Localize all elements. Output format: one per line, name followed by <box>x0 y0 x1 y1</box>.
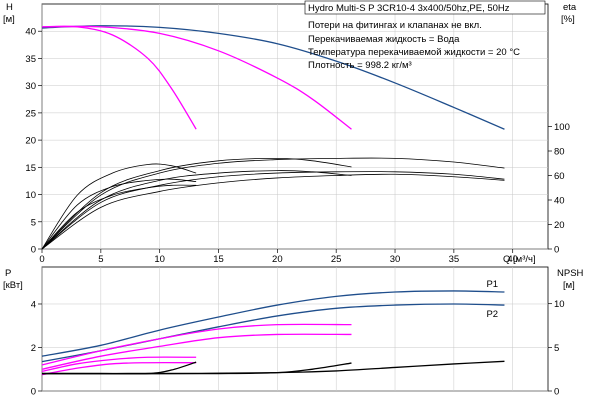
series-head-line <box>41 25 505 130</box>
x-tick-label: 25 <box>331 254 342 265</box>
x-tick-label: 35 <box>449 254 460 265</box>
h-axis-tick-label: 10 <box>25 190 36 201</box>
h-axis-tick-label: 25 <box>25 108 36 119</box>
p2-series-label: P2 <box>486 309 498 320</box>
npsh-axis-label: NPSH <box>557 268 584 279</box>
series-p1-line <box>41 323 352 366</box>
h-axis-unit: [м] <box>3 14 15 25</box>
h-axis-label: H <box>6 2 13 13</box>
eta-axis-tick-label: 60 <box>554 171 565 182</box>
series-eta-line <box>41 157 505 250</box>
series-npsh-line <box>42 361 197 375</box>
series-eta-line <box>41 171 505 250</box>
eta-axis-tick-label: 100 <box>554 122 570 133</box>
info-box: Hydro Multi-S P 3CR10-4 3x400/50hz,PE, 5… <box>304 0 546 71</box>
series-p2-line <box>41 303 505 363</box>
h-axis-tick-label: 20 <box>25 136 36 147</box>
npsh-axis-unit: [м] <box>563 280 575 291</box>
eta-axis-unit: [%] <box>561 14 575 25</box>
p1-series-label: P1 <box>486 279 498 290</box>
eta-axis-tick-label: 20 <box>554 220 565 231</box>
h-axis-tick-label: 30 <box>25 81 36 92</box>
series-p1-line <box>41 290 505 357</box>
npsh-axis-tick-label: 5 <box>554 343 559 354</box>
eta-axis-tick-label: 80 <box>554 147 565 158</box>
x-tick-label: 20 <box>272 254 283 265</box>
h-axis-tick-label: 5 <box>31 217 36 228</box>
x-tick-label: 15 <box>213 254 224 265</box>
p-axis-tick-label: 4 <box>31 299 36 310</box>
p-axis-unit: [кВт] <box>3 280 23 291</box>
info-line-temperature: Температура перекачиваемой жидкости = 20… <box>308 47 520 58</box>
x-tick-label: 0 <box>39 254 44 265</box>
x-tick-label: 10 <box>154 254 165 265</box>
npsh-axis-tick-label: 10 <box>554 299 565 310</box>
series-eta-line <box>41 157 352 250</box>
p-axis-label: P <box>5 268 11 279</box>
info-line-fittings: Потери на фитингах и клапанах не вкл. <box>308 20 482 31</box>
npsh-axis-tick-label: 0 <box>554 387 559 398</box>
h-axis-tick-label: 40 <box>25 27 36 38</box>
h-axis-tick-label: 15 <box>25 163 36 174</box>
series-head-line <box>41 25 197 130</box>
x-tick-label: 40 <box>507 254 518 265</box>
series-head-line <box>41 25 352 130</box>
p-axis-tick-label: 0 <box>31 387 36 398</box>
series-eta-line <box>41 173 505 250</box>
eta-axis-tick-label: 40 <box>554 196 565 207</box>
plot-frame <box>41 3 549 250</box>
series-eta-line <box>41 178 197 250</box>
x-axis-label: Q [м³/ч] <box>503 254 536 265</box>
series-p2-line <box>41 361 197 376</box>
bottom-series <box>41 290 505 376</box>
p-axis-tick-label: 2 <box>31 343 36 354</box>
eta-axis-tick-label: 0 <box>554 245 559 256</box>
x-tick-label: 5 <box>98 254 103 265</box>
series-eta-line <box>41 184 197 250</box>
info-title: Hydro Multi-S P 3CR10-4 3x400/50hz,PE, 5… <box>308 3 510 14</box>
top-series <box>41 25 505 250</box>
h-axis-tick-label: 0 <box>31 245 36 256</box>
info-line-density: Плотность = 998.2 кг/м³ <box>308 60 412 71</box>
eta-axis-label: eta <box>563 2 577 13</box>
series-p2-line <box>41 333 352 370</box>
top-grid <box>38 3 552 253</box>
series-eta-line <box>41 170 352 250</box>
h-axis-tick-label: 35 <box>25 54 36 65</box>
series-eta-line <box>41 163 197 250</box>
series-p1-line <box>41 356 197 373</box>
info-title-frame <box>304 0 546 15</box>
series-npsh-line <box>41 360 505 375</box>
x-tick-label: 30 <box>390 254 401 265</box>
info-line-liquid: Перекачиваемая жидкость = Вода <box>308 34 460 45</box>
